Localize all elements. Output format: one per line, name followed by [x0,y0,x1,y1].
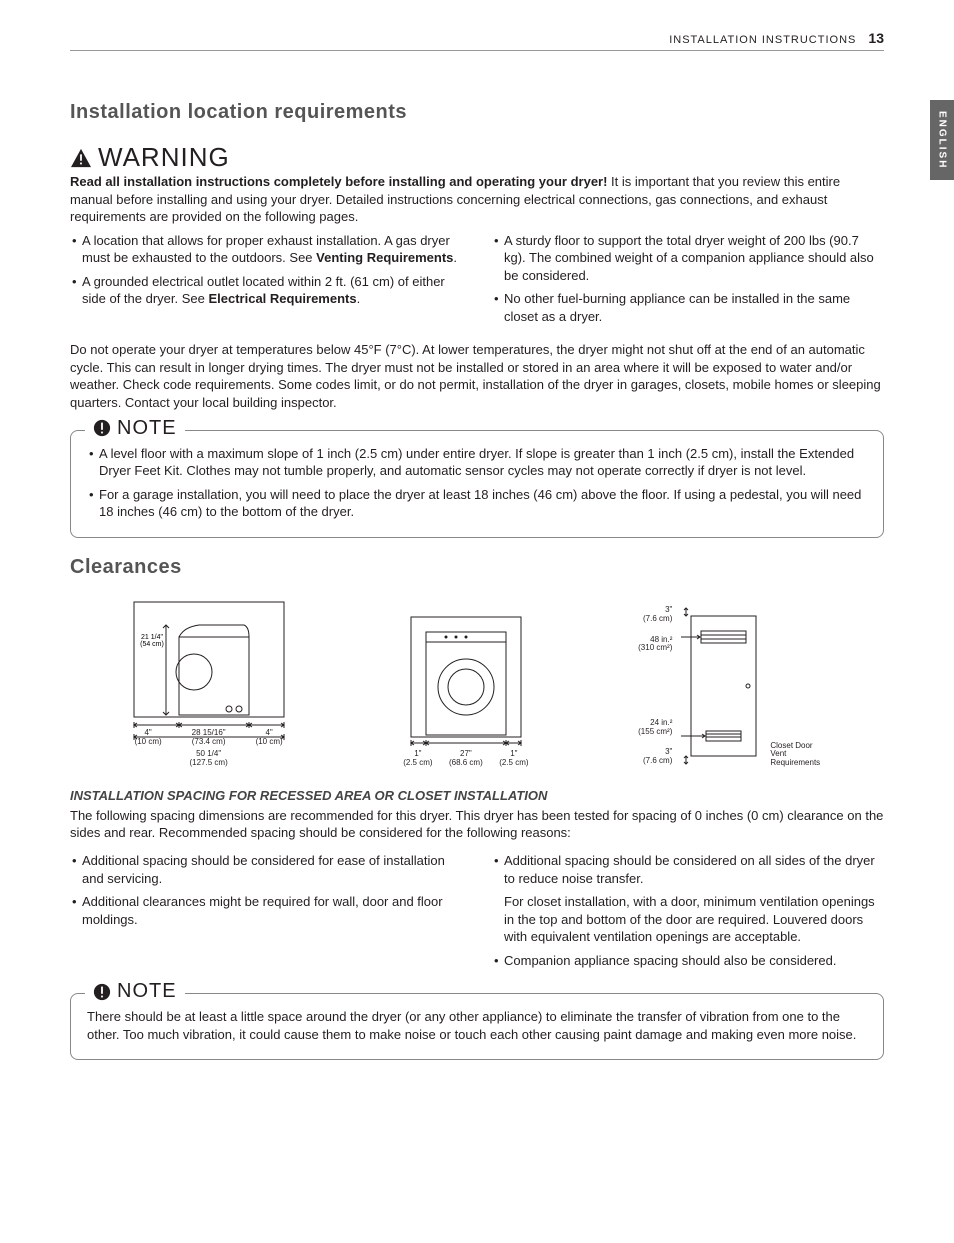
spacing-right-list: Additional spacing should be considered … [492,852,884,975]
diagram-side-view: 21 1/4"(54 cm) [124,597,294,768]
depth-label: 21 1/4"(54 cm) [140,634,164,648]
note-exclamation-icon [93,983,111,1001]
warning-right-list: A sturdy floor to support the total drye… [492,232,884,332]
text: . [453,250,457,265]
page-content: INSTALLATION INSTRUCTIONS 13 Installatio… [0,0,954,1138]
list-item: For a garage installation, you will need… [87,486,867,521]
warning-heading: WARNING [70,142,884,173]
note-label: NOTE [117,980,177,1003]
note-box-2: NOTE There should be at least a little s… [70,993,884,1060]
warning-left-list: A location that allows for proper exhaus… [70,232,462,332]
page-number: 13 [868,30,884,46]
list-item: Companion appliance spacing should also … [492,952,884,970]
list-item: A level floor with a maximum slope of 1 … [87,445,867,480]
clearance-diagrams: 21 1/4"(54 cm) [70,597,884,768]
note-heading: NOTE [85,980,185,1003]
warning-intro: Read all installation instructions compl… [70,173,884,226]
list-item: A location that allows for proper exhaus… [70,232,462,267]
header-section: INSTALLATION INSTRUCTIONS [669,34,856,46]
list-item: A sturdy floor to support the total drye… [492,232,884,285]
list-item: Additional spacing should be considered … [492,852,884,887]
list-item-continuation: For closet installation, with a door, mi… [492,893,884,946]
bold-ref: Electrical Requirements [208,291,356,306]
warning-intro-bold: Read all installation instructions compl… [70,174,607,189]
running-header: INSTALLATION INSTRUCTIONS 13 [70,30,884,51]
heading-clearances: Clearances [70,556,884,579]
warning-requirements-columns: A location that allows for proper exhaus… [70,232,884,332]
note-heading: NOTE [85,417,185,440]
note-exclamation-icon [93,419,111,437]
diagram-closet-door: 3"(7.6 cm) 48 in.²(310 cm²) 24 in.²(155 … [638,606,830,768]
note1-list: A level floor with a maximum slope of 1 … [87,445,867,521]
note-box-1: NOTE A level floor with a maximum slope … [70,430,884,538]
list-item: No other fuel-burning appliance can be i… [492,290,884,325]
spacing-intro: The following spacing dimensions are rec… [70,807,884,842]
warning-label: WARNING [98,142,230,173]
list-item: Additional clearances might be required … [70,893,462,928]
note-label: NOTE [117,417,177,440]
heading-location-requirements: Installation location requirements [70,101,884,124]
operating-conditions-paragraph: Do not operate your dryer at temperature… [70,341,884,411]
closet-door-caption: Closet Door Vent Requirements [770,742,830,768]
list-item: Additional spacing should be considered … [70,852,462,887]
warning-triangle-icon [70,148,92,168]
text: . [357,291,361,306]
spacing-left-list: Additional spacing should be considered … [70,852,462,975]
diagram-front-view: 1"(2.5 cm) 27"(68.6 cm) 1"(2.5 cm) [401,612,531,768]
spacing-subheading: INSTALLATION SPACING FOR RECESSED AREA O… [70,788,884,803]
note2-text: There should be at least a little space … [87,1008,867,1043]
spacing-columns: Additional spacing should be considered … [70,852,884,975]
list-item: A grounded electrical outlet located wit… [70,273,462,308]
bold-ref: Venting Requirements [316,250,453,265]
